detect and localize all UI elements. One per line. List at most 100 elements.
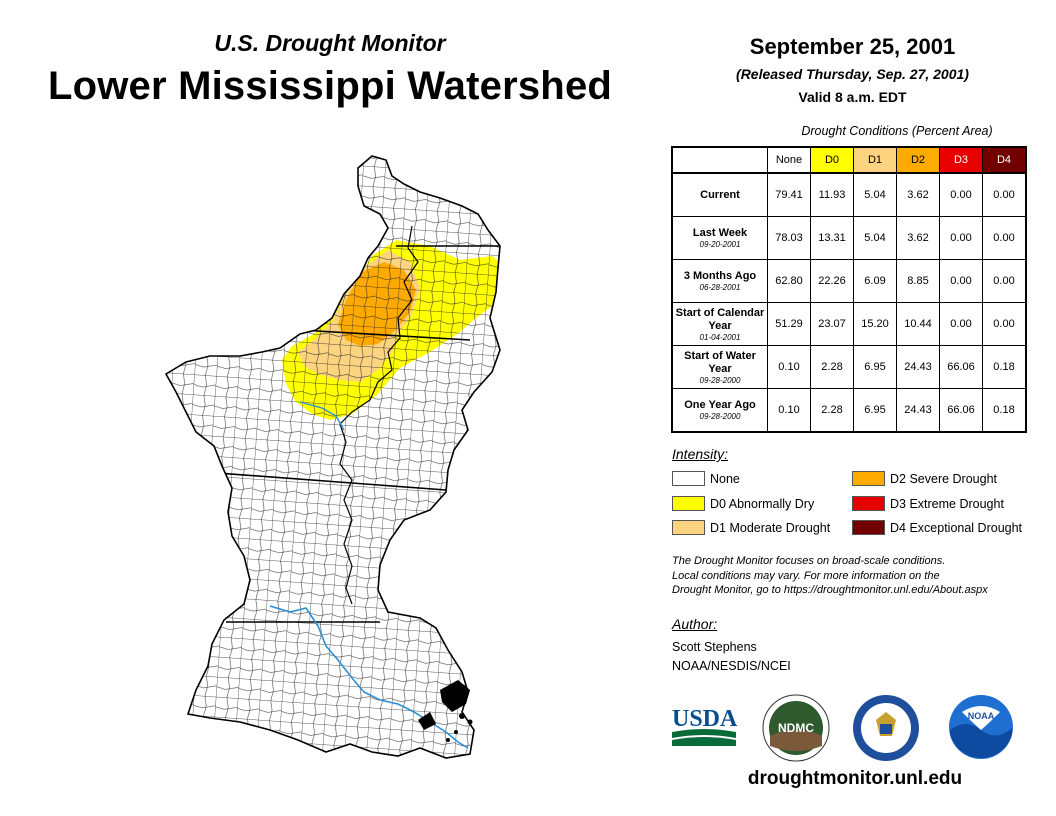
legend-item: None <box>672 470 740 487</box>
row-date: 01-04-2001 <box>699 332 741 342</box>
noaa-logo-text: NOAA <box>968 711 995 721</box>
table-cell: 51.29 <box>767 302 811 346</box>
table-cell: 0.00 <box>982 259 1027 303</box>
col-d1: D1 <box>853 146 897 174</box>
table-cell: 10.44 <box>896 302 940 346</box>
usda-logo: USDA <box>672 706 738 746</box>
table-cell: 8.85 <box>896 259 940 303</box>
row-label: Last Week 09-20-2001 <box>671 216 768 260</box>
table-body: Current 79.41 11.93 5.04 3.62 0.00 0.00 Last We… <box>671 172 1027 433</box>
table-cell: 0.10 <box>767 345 811 389</box>
col-d2: D2 <box>896 146 940 174</box>
usda-logo-text: USDA <box>672 706 738 732</box>
row-label: One Year Ago 09-28-2000 <box>671 388 768 433</box>
table-cell: 15.20 <box>853 302 897 346</box>
table-row: One Year Ago 09-28-2000 0.10 2.28 6.95 24.43 6… <box>671 388 1027 433</box>
table-row: Current 79.41 11.93 5.04 3.62 0.00 0.00 <box>671 172 1027 217</box>
row-label-text: Current <box>700 188 740 201</box>
table-cell: 5.04 <box>853 216 897 260</box>
legend-item: D3 Extreme Drought <box>852 495 1004 512</box>
table-corner <box>672 147 768 174</box>
table-cell: 62.80 <box>767 259 811 303</box>
row-date: 09-28-2000 <box>699 412 741 421</box>
legend-swatch <box>852 471 885 486</box>
col-d3: D3 <box>939 146 983 174</box>
table-cell: 6.09 <box>853 259 897 303</box>
table-cell: 0.00 <box>982 216 1027 260</box>
table-cell: 5.04 <box>853 172 897 217</box>
col-d0: D0 <box>810 146 854 174</box>
row-label: Current <box>671 172 768 217</box>
table-cell: 0.00 <box>939 302 983 346</box>
col-none: None <box>767 146 811 174</box>
footer-url[interactable]: droughtmonitor.unl.edu <box>747 768 963 789</box>
table-cell: 66.06 <box>939 345 983 389</box>
table-row: Last Week 09-20-2001 78.03 13.31 5.04 3.62 0.0… <box>671 216 1027 260</box>
legend-item: D0 Abnormally Dry <box>672 495 814 512</box>
table-cell: 11.93 <box>810 172 854 217</box>
table-row: 3 Months Ago 06-28-2001 62.80 22.26 6.09 8.85… <box>671 259 1027 303</box>
table-cell: 66.06 <box>939 388 983 433</box>
valid-time: Valid 8 a.m. EDT <box>798 89 907 105</box>
row-label: Start of Water Year 09-28-2000 <box>671 345 768 389</box>
ndmc-logo: NDMC <box>762 694 830 762</box>
table-cell: 2.28 <box>810 388 854 433</box>
legend-swatch <box>672 520 705 535</box>
row-date: 06-28-2001 <box>699 283 741 292</box>
author-block: Scott Stephens NOAA/NESDIS/NCEI <box>672 638 791 676</box>
col-label: D1 <box>867 154 883 166</box>
legend-swatch <box>672 496 705 511</box>
legend-label: None <box>710 471 740 486</box>
col-d4: D4 <box>982 146 1027 174</box>
table-cell: 22.26 <box>810 259 854 303</box>
disclaimer-note: The Drought Monitor focuses on broad-sca… <box>672 554 1047 598</box>
author-name: Scott Stephens <box>672 640 757 654</box>
table-cell: 6.95 <box>853 388 897 433</box>
table-cell: 0.18 <box>982 388 1027 433</box>
table-cell: 0.00 <box>939 216 983 260</box>
map-title: Lower Mississippi Watershed <box>47 64 613 108</box>
table-cell: 0.18 <box>982 345 1027 389</box>
table-cell: 0.00 <box>982 172 1027 217</box>
row-date: 09-28-2000 <box>699 375 741 385</box>
legend-swatch <box>852 520 885 535</box>
legend-label: D0 Abnormally Dry <box>710 496 815 511</box>
col-label: D0 <box>824 154 840 166</box>
commerce-seal-logo <box>853 695 919 761</box>
legend-label: D2 Severe Drought <box>890 471 998 486</box>
table-row: Start of Calendar Year 01-04-2001 51.29 23.… <box>671 302 1027 346</box>
legend-title: Intensity: <box>672 446 729 462</box>
table-cell: 2.28 <box>810 345 854 389</box>
legend-item: D1 Moderate Drought <box>672 519 830 536</box>
author-org: NOAA/NESDIS/NCEI <box>672 659 791 673</box>
author-heading: Author: <box>672 616 718 632</box>
table-cell: 0.00 <box>939 172 983 217</box>
legend-item: D2 Severe Drought <box>852 470 997 487</box>
legend-swatch <box>672 471 705 486</box>
map-subtitle: U.S. Drought Monitor <box>214 30 446 56</box>
col-label: None <box>775 154 803 166</box>
drought-table: None D0 D1 D2 D3 D4 Current 79.41 11.93 5.0… <box>671 146 1027 433</box>
row-label: Start of Calendar Year 01-04-2001 <box>671 302 768 346</box>
watershed-map <box>165 155 501 759</box>
note-line: Drought Monitor, go to https://droughtmo… <box>672 584 988 596</box>
col-label: D4 <box>996 154 1012 166</box>
col-label: D2 <box>910 154 926 166</box>
row-label-text: One Year Ago <box>684 399 756 411</box>
row-label-text: 3 Months Ago <box>683 270 757 282</box>
noaa-logo: NOAA <box>949 695 1013 759</box>
legend-item: D4 Exceptional Drought <box>852 519 1022 536</box>
legend-label: D4 Exceptional Drought <box>890 520 1023 535</box>
row-date: 09-20-2001 <box>699 240 741 249</box>
legend-label: D3 Extreme Drought <box>890 496 1004 511</box>
ndmc-logo-text: NDMC <box>778 721 814 735</box>
release-date: (Released Thursday, Sep. 27, 2001) <box>736 66 969 82</box>
map-date: September 25, 2001 <box>749 34 956 59</box>
col-label: D3 <box>953 154 969 166</box>
row-label: 3 Months Ago 06-28-2001 <box>671 259 768 303</box>
table-cell: 24.43 <box>896 345 940 389</box>
row-label-text: Last Week <box>692 227 748 239</box>
table-header-row: None D0 D1 D2 D3 D4 <box>672 146 1027 174</box>
table-cell: 24.43 <box>896 388 940 433</box>
table-cell: 0.10 <box>767 388 811 433</box>
